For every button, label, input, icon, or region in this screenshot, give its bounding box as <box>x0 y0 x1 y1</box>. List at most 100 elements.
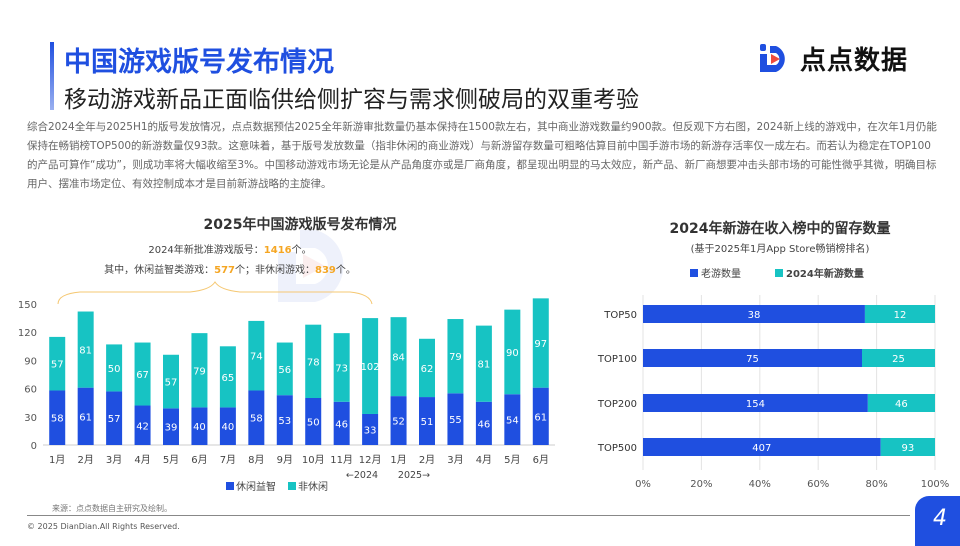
chart-annotation: 2024年新批准游戏版号：1416个。 其中，休闲益智类游戏：577个；非休闲游… <box>70 241 390 281</box>
legend-label: 休闲益智 <box>236 480 276 493</box>
bar-casual <box>163 408 179 445</box>
legend-swatch <box>775 269 783 277</box>
data-label: 51 <box>421 417 434 428</box>
bar-casual <box>447 393 464 445</box>
data-label: 52 <box>392 417 405 428</box>
x-tick-label: 3月 <box>447 454 463 466</box>
data-label: 154 <box>746 399 765 410</box>
x-tick-label: 4月 <box>134 454 150 466</box>
bar-new-games <box>880 438 935 456</box>
bar-old-games <box>643 305 865 323</box>
legend-swatch <box>288 482 296 490</box>
bar-non-casual <box>276 342 293 396</box>
bar-casual <box>362 413 379 445</box>
x-tick-label: 8月 <box>248 454 264 466</box>
y-tick-label: 120 <box>18 328 37 339</box>
legend-label: 2024年新游数量 <box>786 267 864 280</box>
left-bar-chart: 0 30 60 90 120 150 58 57 1月 61 81 2月 57 50 3月 42 67 4月 39 5… <box>18 281 555 493</box>
data-label: 407 <box>752 443 771 454</box>
bar-casual <box>419 397 435 445</box>
data-label: 81 <box>478 360 491 371</box>
year-marker-2025: 2025→ <box>398 470 430 481</box>
bar-non-casual <box>77 311 94 388</box>
bar-casual <box>77 387 94 445</box>
y-category-label: TOP50 <box>603 310 637 321</box>
data-label: 38 <box>748 310 761 321</box>
data-label: 97 <box>534 339 547 350</box>
annotation-total: 1416 <box>263 245 292 256</box>
annotation-noncasual: 839 <box>315 265 336 276</box>
data-label: 67 <box>136 370 149 381</box>
x-tick-label: 20% <box>690 479 712 490</box>
data-label: 57 <box>165 378 178 389</box>
y-tick-label: 150 <box>18 300 37 311</box>
x-tick-label: 100% <box>921 479 950 490</box>
x-tick-label: 6月 <box>533 454 549 466</box>
bar-non-casual <box>134 342 151 406</box>
bar-non-casual <box>390 317 407 397</box>
data-label: 46 <box>335 419 348 430</box>
legend-label: 非休闲 <box>298 480 328 493</box>
x-tick-label: 60% <box>807 479 829 490</box>
right-chart-subtitle: (基于2025年1月App Store畅销榜排名) <box>690 244 870 255</box>
data-label: 102 <box>361 362 380 373</box>
data-label: 90 <box>506 348 519 359</box>
data-label: 53 <box>278 416 291 427</box>
annotation-text: 个。 <box>335 265 356 276</box>
x-tick-label: 4月 <box>476 454 492 466</box>
logo-icon <box>760 43 785 72</box>
x-tick-label: 80% <box>865 479 887 490</box>
data-label: 75 <box>746 354 759 365</box>
legend-label: 老游数量 <box>701 267 741 280</box>
bar-non-casual <box>219 346 236 408</box>
annotation-casual: 577 <box>214 265 235 276</box>
bar-non-casual <box>504 309 521 395</box>
bar-casual <box>504 394 521 445</box>
x-tick-label: 40% <box>749 479 771 490</box>
data-label: 54 <box>506 416 519 427</box>
data-label: 25 <box>892 354 905 365</box>
bar-non-casual <box>362 318 379 414</box>
y-tick-label: 60 <box>24 385 37 396</box>
summary-paragraph: 综合2024全年与2025H1的版号发放情况，点点数据预估2025全年新游审批数… <box>27 121 937 190</box>
bar-non-casual <box>49 336 66 391</box>
year-marker-2024: ←2024 <box>346 470 378 481</box>
data-label: 50 <box>108 364 121 375</box>
bar-casual <box>475 401 492 445</box>
bar-casual <box>49 390 66 445</box>
x-tick-label: 9月 <box>277 454 293 466</box>
data-label: 57 <box>51 360 64 371</box>
left-chart-title: 2025年中国游戏版号发布情况 <box>203 217 397 233</box>
bar-non-casual <box>532 298 549 388</box>
bar-old-games <box>643 438 881 456</box>
source-note: 来源：点点数据自主研究及绘制。 <box>52 504 172 513</box>
bar-non-casual <box>191 333 208 408</box>
legend-swatch <box>690 269 698 277</box>
x-tick-label: 0% <box>635 479 651 490</box>
bar-casual <box>276 395 293 445</box>
y-tick-label: 90 <box>24 356 37 367</box>
annotation-text: 其中，休闲益智类游戏： <box>104 265 215 276</box>
bar-non-casual <box>305 324 322 398</box>
data-label: 65 <box>222 373 235 384</box>
bar-non-casual <box>248 320 265 391</box>
data-label: 55 <box>449 415 462 426</box>
bar-non-casual <box>447 319 464 394</box>
data-label: 56 <box>278 365 291 376</box>
logo-text: 点点数据 <box>800 46 909 76</box>
y-tick-label: 0 <box>31 441 37 452</box>
data-label: 79 <box>449 352 462 363</box>
x-tick-label: 1月 <box>390 454 406 466</box>
data-label: 58 <box>250 414 263 425</box>
data-label: 12 <box>894 310 907 321</box>
bar-non-casual <box>419 338 435 398</box>
bar-new-games <box>867 394 935 412</box>
x-tick-label: 2月 <box>419 454 435 466</box>
x-tick-label: 6月 <box>191 454 207 466</box>
data-label: 39 <box>165 423 178 434</box>
page-title: 中国游戏版号发布情况 <box>64 47 334 78</box>
x-tick-label: 5月 <box>504 454 520 466</box>
page-number: 4 <box>915 496 960 546</box>
copyright: © 2025 DianDian.All Rights Reserved. <box>27 522 180 531</box>
data-label: 93 <box>901 443 914 454</box>
